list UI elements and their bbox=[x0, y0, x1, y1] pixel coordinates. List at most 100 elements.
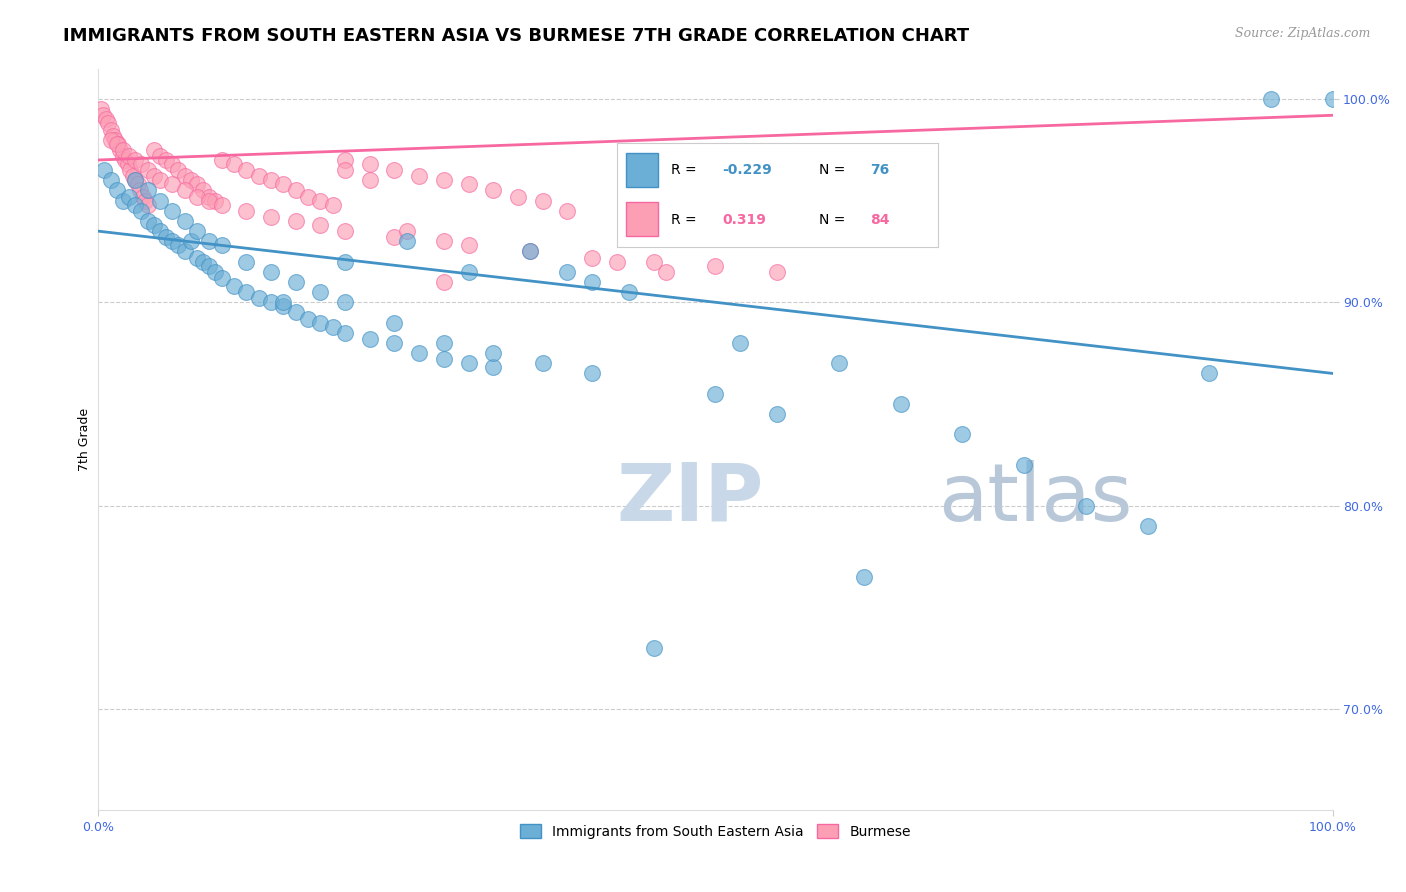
Text: atlas: atlas bbox=[938, 460, 1132, 538]
Point bbox=[222, 279, 245, 293]
Point bbox=[93, 163, 115, 178]
Point bbox=[1012, 458, 1035, 472]
Point bbox=[433, 275, 456, 289]
Point bbox=[247, 291, 270, 305]
Point bbox=[198, 189, 221, 203]
Point bbox=[519, 244, 541, 259]
Point bbox=[111, 143, 134, 157]
Point bbox=[186, 178, 208, 192]
Y-axis label: 7th Grade: 7th Grade bbox=[79, 408, 91, 471]
Point bbox=[1260, 92, 1282, 106]
Legend: Immigrants from South Eastern Asia, Burmese: Immigrants from South Eastern Asia, Burm… bbox=[515, 819, 917, 845]
Point bbox=[704, 386, 727, 401]
Point bbox=[167, 238, 190, 252]
Point bbox=[1074, 499, 1097, 513]
Point bbox=[557, 265, 579, 279]
Point bbox=[384, 163, 406, 178]
Point bbox=[107, 136, 129, 151]
Point bbox=[235, 203, 257, 218]
Point bbox=[110, 143, 132, 157]
Point bbox=[506, 189, 529, 203]
Point bbox=[309, 316, 332, 330]
Point bbox=[408, 169, 430, 184]
Point bbox=[136, 163, 159, 178]
Point bbox=[211, 238, 233, 252]
Point bbox=[120, 163, 142, 178]
Point bbox=[204, 265, 226, 279]
Point bbox=[235, 285, 257, 299]
Point bbox=[211, 198, 233, 212]
Point bbox=[482, 360, 505, 375]
Point bbox=[531, 356, 554, 370]
Point bbox=[162, 157, 184, 171]
Point bbox=[167, 163, 190, 178]
Point bbox=[828, 356, 851, 370]
Point bbox=[100, 173, 122, 187]
Point bbox=[297, 311, 319, 326]
Point bbox=[180, 173, 202, 187]
Point bbox=[186, 224, 208, 238]
Point bbox=[211, 153, 233, 167]
Point bbox=[149, 224, 172, 238]
Point bbox=[142, 169, 165, 184]
Point bbox=[149, 173, 172, 187]
Point bbox=[173, 184, 195, 198]
Point bbox=[136, 214, 159, 228]
Point bbox=[433, 335, 456, 350]
Point bbox=[322, 319, 344, 334]
Point bbox=[162, 178, 184, 192]
Point bbox=[100, 122, 122, 136]
Point bbox=[191, 184, 214, 198]
Point bbox=[433, 173, 456, 187]
Point bbox=[359, 157, 381, 171]
Point bbox=[124, 198, 146, 212]
Point bbox=[643, 254, 665, 268]
Point bbox=[142, 218, 165, 232]
Point bbox=[284, 184, 307, 198]
Point bbox=[101, 128, 124, 143]
Point bbox=[728, 335, 751, 350]
Point bbox=[142, 143, 165, 157]
Point bbox=[111, 194, 134, 208]
Point bbox=[204, 194, 226, 208]
Point bbox=[260, 173, 283, 187]
Point bbox=[198, 194, 221, 208]
Point bbox=[704, 259, 727, 273]
Point bbox=[111, 149, 134, 163]
Point bbox=[124, 153, 146, 167]
Point bbox=[121, 169, 143, 184]
Point bbox=[1136, 519, 1159, 533]
Point bbox=[97, 116, 120, 130]
Point bbox=[333, 153, 356, 167]
Point bbox=[235, 163, 257, 178]
Point bbox=[105, 136, 128, 151]
Point bbox=[606, 254, 628, 268]
Point bbox=[162, 235, 184, 249]
Point bbox=[186, 189, 208, 203]
Point bbox=[273, 295, 295, 310]
Point bbox=[950, 427, 973, 442]
Text: IMMIGRANTS FROM SOUTH EASTERN ASIA VS BURMESE 7TH GRADE CORRELATION CHART: IMMIGRANTS FROM SOUTH EASTERN ASIA VS BU… bbox=[63, 27, 969, 45]
Point bbox=[482, 184, 505, 198]
Point bbox=[149, 149, 172, 163]
Point bbox=[655, 265, 678, 279]
Point bbox=[105, 184, 128, 198]
Point bbox=[333, 163, 356, 178]
Point bbox=[284, 275, 307, 289]
Point bbox=[211, 271, 233, 285]
Point bbox=[117, 157, 139, 171]
Point bbox=[766, 407, 789, 421]
Point bbox=[384, 230, 406, 244]
Point bbox=[104, 133, 127, 147]
Point bbox=[273, 178, 295, 192]
Point bbox=[384, 335, 406, 350]
Point bbox=[235, 254, 257, 268]
Point bbox=[395, 235, 418, 249]
Point bbox=[333, 224, 356, 238]
Point bbox=[890, 397, 912, 411]
Point bbox=[309, 285, 332, 299]
Point bbox=[149, 194, 172, 208]
Point bbox=[180, 235, 202, 249]
Point bbox=[297, 189, 319, 203]
Point bbox=[131, 203, 153, 218]
